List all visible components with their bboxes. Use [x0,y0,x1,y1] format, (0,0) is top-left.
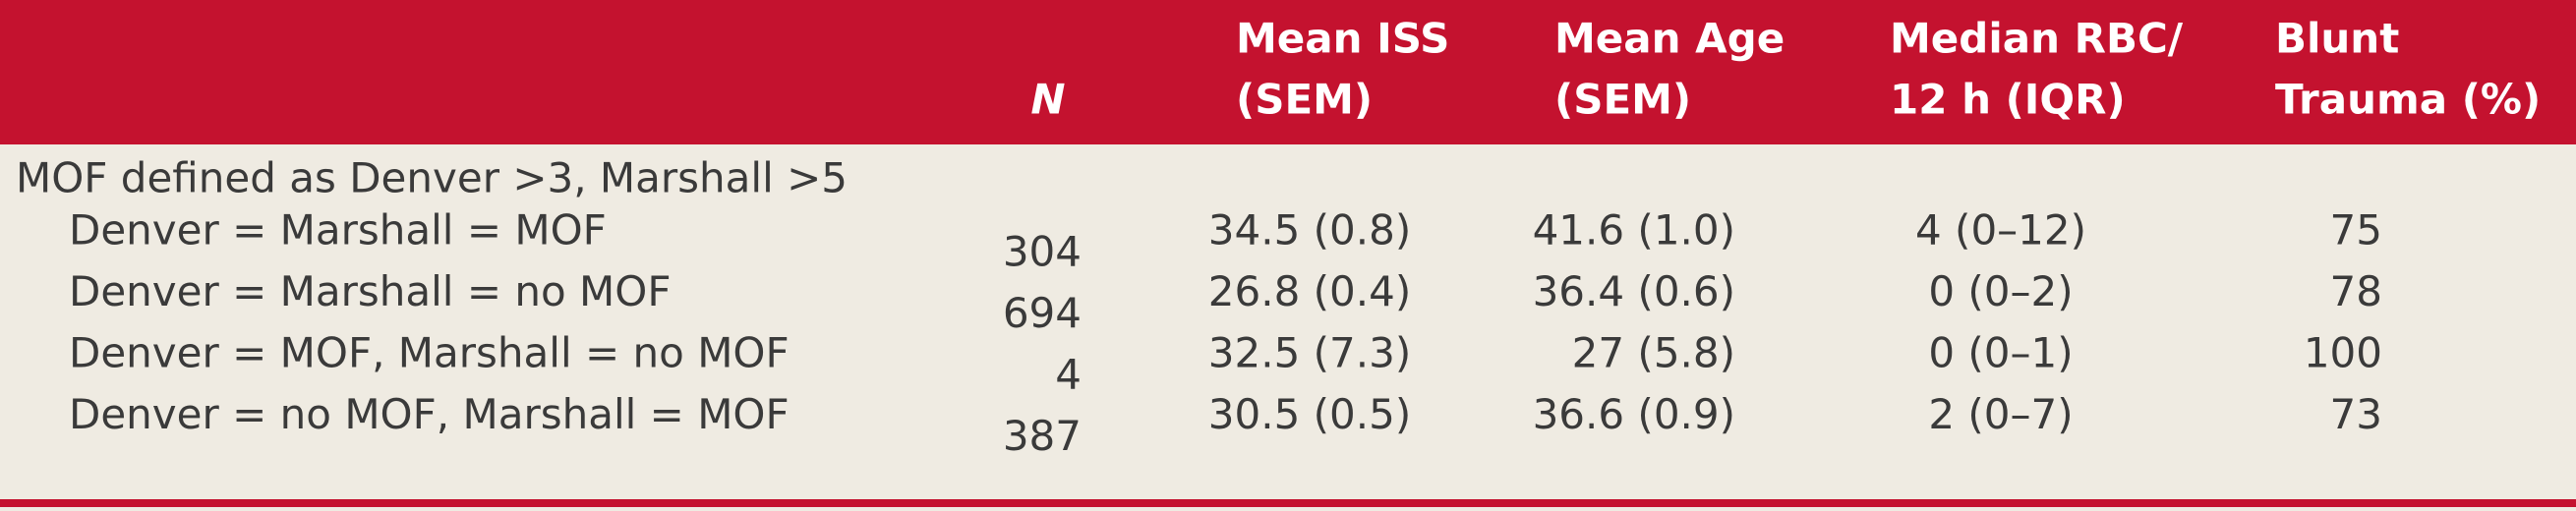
section-label: MOF defined as Denver >3, Marshall >5 [16,154,848,202]
bottom-rule [0,499,2576,507]
row-label: Denver = no MOF, Marshall = MOF [69,390,790,438]
cell: 304 [1003,228,1082,276]
row-label: Denver = Marshall = MOF [69,206,607,255]
cell: 26.8 (0.4) [1208,267,1411,315]
cell: 30.5 (0.5) [1208,390,1411,438]
column-header: (SEM) [1554,76,1691,124]
cell: 100 [2304,329,2382,377]
column-header: (SEM) [1236,76,1373,124]
column-header: Trauma (%) [2275,76,2541,124]
column-header: Blunt [2275,15,2399,63]
column-header: Mean Age [1554,15,1785,63]
column-header: Median RBC/ [1890,15,2184,63]
cell: 75 [2330,206,2382,255]
header-band [0,0,2576,144]
cell: 36.4 (0.6) [1533,267,1735,315]
cell: 36.6 (0.9) [1533,390,1735,438]
column-header: N [1030,76,1065,124]
cell: 2 (0–7) [1928,390,2073,438]
cell: 78 [2330,267,2382,315]
cell: 32.5 (7.3) [1208,329,1411,377]
cell: 4 (0–12) [1915,206,2086,255]
cell: 387 [1003,412,1082,460]
column-header: Mean ISS [1236,15,1449,63]
cell: 27 (5.8) [1572,329,1735,377]
cell: 694 [1003,289,1082,337]
cell: 0 (0–1) [1928,329,2073,377]
cell: 41.6 (1.0) [1533,206,1735,255]
row-label: Denver = Marshall = no MOF [69,267,672,315]
cell: 73 [2330,390,2382,438]
row-label: Denver = MOF, Marshall = no MOF [69,329,790,377]
cell: 4 [1055,351,1082,399]
cell: 34.5 (0.8) [1208,206,1411,255]
column-header: 12 h (IQR) [1890,76,2126,124]
cell: 0 (0–2) [1928,267,2073,315]
